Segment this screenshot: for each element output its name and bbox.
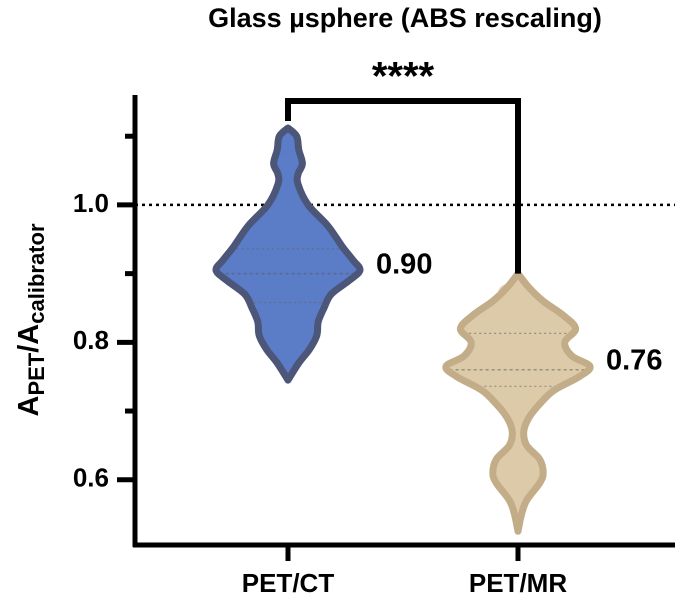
data-point xyxy=(315,259,337,281)
data-point xyxy=(276,208,298,230)
y-axis-label: APET/Acalibrator xyxy=(13,223,49,416)
chart-title: Glass µsphere (ABS rescaling) xyxy=(208,3,602,33)
median-label: 0.90 xyxy=(376,248,432,280)
y-axis-label-part: /A xyxy=(13,324,45,353)
data-point xyxy=(252,266,274,288)
violin-outline xyxy=(212,124,364,384)
violin-outline xyxy=(442,270,594,535)
significance-bracket xyxy=(285,97,521,274)
data-point xyxy=(524,355,546,377)
x-tick-label: PET/CT xyxy=(242,568,335,598)
data-point xyxy=(231,263,253,285)
median-label: 0.76 xyxy=(606,344,662,376)
x-tick-label: PET/MR xyxy=(469,568,567,598)
y-axis-label-part: A xyxy=(13,396,45,417)
y-tick-label: 1.0 xyxy=(73,188,109,218)
y-axis-label-part: PET xyxy=(24,352,49,395)
y-tick-label: 0.6 xyxy=(73,463,109,493)
significance-label: **** xyxy=(372,55,435,99)
data-point xyxy=(503,352,525,374)
y-axis-label-part: calibrator xyxy=(24,223,49,324)
y-tick-label: 0.8 xyxy=(73,325,109,355)
data-point xyxy=(303,228,325,250)
